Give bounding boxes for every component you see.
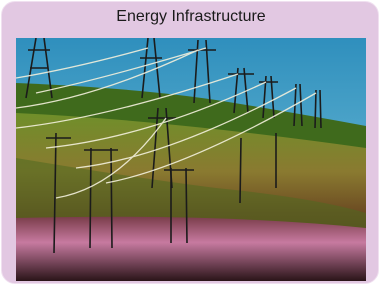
page: Energy Infrastructure — [0, 0, 382, 287]
card-title: Energy Infrastructure — [0, 8, 382, 26]
photo — [16, 38, 366, 281]
